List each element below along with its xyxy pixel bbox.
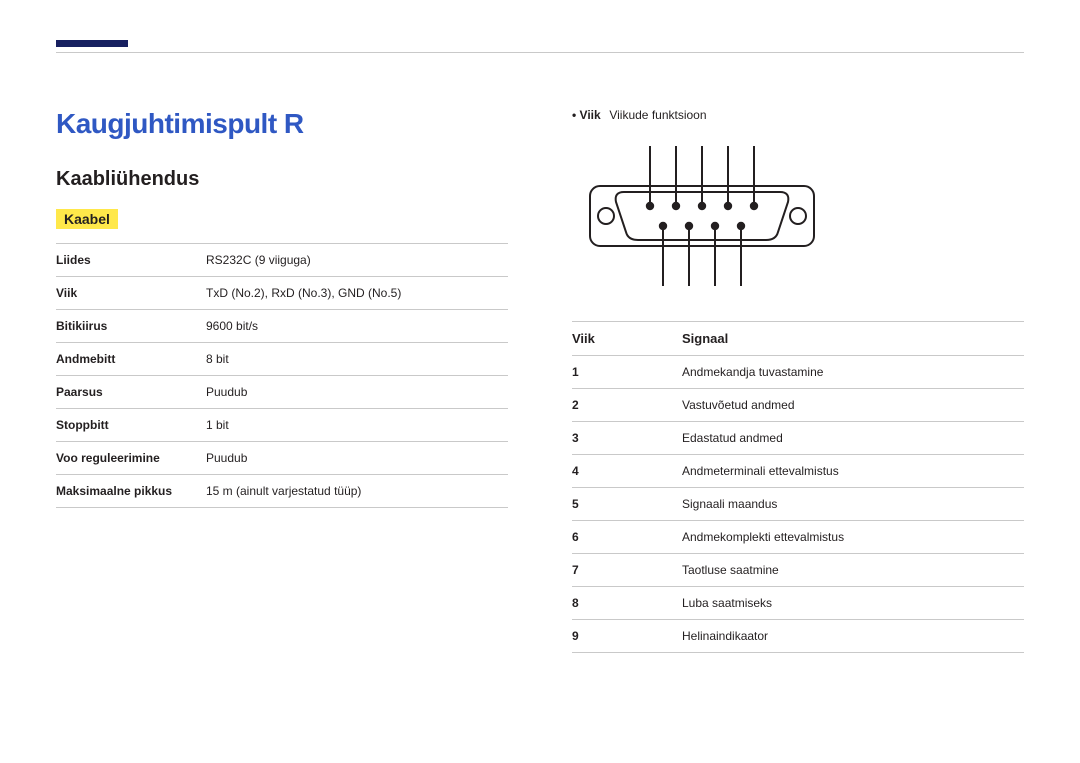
table-row: Andmebitt8 bit [56,343,508,376]
pin-num: 5 [572,488,682,521]
spec-label: Bitikiirus [56,310,206,343]
pin-signal: Taotluse saatmine [682,554,1024,587]
spec-value: RS232C (9 viiguga) [206,244,508,277]
spec-value: 9600 bit/s [206,310,508,343]
table-row: 4Andmeterminali ettevalmistus [572,455,1024,488]
table-row: 3Edastatud andmed [572,422,1024,455]
page: Kaugjuhtimispult R Kaabliühendus Kaabel … [0,0,1080,763]
spec-value: 1 bit [206,409,508,442]
pin-num: 6 [572,521,682,554]
pin-num: 9 [572,620,682,653]
pin-num: 4 [572,455,682,488]
spec-label: Stoppbitt [56,409,206,442]
pin-signal: Andmeterminali ettevalmistus [682,455,1024,488]
table-row: Stoppbitt1 bit [56,409,508,442]
spec-label: Maksimaalne pikkus [56,475,206,508]
page-subtitle: Kaabliühendus [56,168,508,191]
spec-label: Viik [56,277,206,310]
table-row: 8Luba saatmiseks [572,587,1024,620]
pin-signal: Signaali maandus [682,488,1024,521]
spec-table: LiidesRS232C (9 viiguga)ViikTxD (No.2), … [56,243,508,508]
pin-note: • Viik Viikude funktsioon [572,108,1024,122]
table-row: Bitikiirus9600 bit/s [56,310,508,343]
pin-signal: Andmekomplekti ettevalmistus [682,521,1024,554]
pin-num: 3 [572,422,682,455]
pin-note-text: Viikude funktsioon [609,108,706,122]
spec-label: Voo reguleerimine [56,442,206,475]
table-row: LiidesRS232C (9 viiguga) [56,244,508,277]
columns: Kaugjuhtimispult R Kaabliühendus Kaabel … [56,108,1024,653]
pin-num: 1 [572,356,682,389]
table-row: 7Taotluse saatmine [572,554,1024,587]
pin-signal: Andmekandja tuvastamine [682,356,1024,389]
top-rule [56,52,1024,53]
table-row: 2Vastuvõetud andmed [572,389,1024,422]
spec-value: Puudub [206,442,508,475]
pin-header-sig: Signaal [682,322,1024,356]
table-row: PaarsusPuudub [56,376,508,409]
pin-signal: Vastuvõetud andmed [682,389,1024,422]
spec-value: Puudub [206,376,508,409]
right-column: • Viik Viikude funktsioon [572,108,1024,653]
connector-diagram [572,132,832,292]
pin-signal: Helinaindikaator [682,620,1024,653]
spec-label: Andmebitt [56,343,206,376]
accent-bar [56,40,128,47]
pin-num: 7 [572,554,682,587]
section-label: Kaabel [56,209,118,229]
spec-label: Liides [56,244,206,277]
spec-value: 15 m (ainult varjestatud tüüp) [206,475,508,508]
table-row: ViikTxD (No.2), RxD (No.3), GND (No.5) [56,277,508,310]
spec-label: Paarsus [56,376,206,409]
page-title: Kaugjuhtimispult R [56,108,508,140]
spec-value: 8 bit [206,343,508,376]
table-row: Voo reguleeriminePuudub [56,442,508,475]
pin-table: Viik Signaal 1Andmekandja tuvastamine2Va… [572,321,1024,653]
pin-num: 8 [572,587,682,620]
table-row: 1Andmekandja tuvastamine [572,356,1024,389]
table-row: Maksimaalne pikkus15 m (ainult varjestat… [56,475,508,508]
table-row: 6Andmekomplekti ettevalmistus [572,521,1024,554]
spec-value: TxD (No.2), RxD (No.3), GND (No.5) [206,277,508,310]
table-row: 9Helinaindikaator [572,620,1024,653]
table-row: 5Signaali maandus [572,488,1024,521]
pin-num: 2 [572,389,682,422]
pin-header-num: Viik [572,322,682,356]
pin-signal: Luba saatmiseks [682,587,1024,620]
pin-signal: Edastatud andmed [682,422,1024,455]
left-column: Kaugjuhtimispult R Kaabliühendus Kaabel … [56,108,508,653]
pin-note-bullet: • Viik [572,108,606,122]
